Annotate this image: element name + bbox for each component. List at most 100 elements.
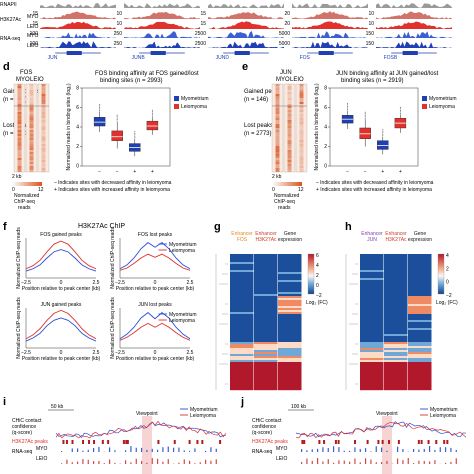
- rnaseq-leio-bar: [327, 459, 329, 464]
- fc-colorbar-label: Log₂ (FC): [436, 300, 458, 306]
- chic-line: [295, 421, 467, 438]
- heat-cell: [275, 122, 280, 124]
- fc-colorbar-tick: −2: [316, 293, 322, 299]
- rnaseq-myo-bar: [173, 447, 175, 452]
- heat-cell: [41, 166, 46, 168]
- fc-colorbar-tick: −2: [446, 293, 452, 299]
- f-line-subplots: FOS gained peaks −2.5 0 2.5 Normalized ChIP-…: [16, 227, 197, 362]
- e-col-label-myo: MYO: [276, 77, 290, 83]
- fc-cell: [254, 334, 278, 337]
- fc-cell: [384, 270, 408, 273]
- x-tick-label: 2.5: [187, 280, 194, 286]
- fc-cell: [278, 368, 302, 371]
- fc-cell: [360, 342, 384, 345]
- heat-cell: [41, 96, 46, 98]
- heat-cell: [299, 84, 304, 86]
- rnaseq-leio-bar: [301, 462, 303, 464]
- e-colorbar-min: 0: [272, 187, 275, 193]
- fc-cell: [254, 272, 278, 275]
- heat-cell: [41, 168, 46, 170]
- fc-cell: [408, 324, 432, 327]
- fc-cell: [254, 258, 278, 261]
- legend-label: Leiomyoma: [169, 248, 195, 254]
- rnaseq-myo-bar: [141, 447, 143, 452]
- heat-cell: [17, 94, 22, 96]
- fc-cell: [384, 376, 408, 379]
- fc-cell: [408, 340, 432, 343]
- chic-line: [295, 422, 467, 439]
- box-outlier: [347, 107, 349, 109]
- fc-cell: [278, 276, 302, 279]
- fc-cell: [254, 372, 278, 375]
- box-outlier: [364, 111, 366, 113]
- fc-cell: [408, 336, 432, 339]
- fc-cell: [384, 260, 408, 263]
- fc-cell: [230, 336, 254, 339]
- rnaseq-myo-bar: [301, 449, 303, 452]
- fc-cell: [254, 346, 278, 349]
- h3k27ac-peak: [125, 440, 128, 444]
- fc-cell: [384, 382, 408, 385]
- heat-cell: [41, 126, 46, 128]
- fc-cell: [384, 370, 408, 373]
- heat-cell: [41, 154, 46, 156]
- g-heatmap: EnhancerFOSEnhancerH3K27AcGeneexpression…: [215, 231, 328, 391]
- fc-cell: [408, 276, 432, 279]
- heat-cell: [29, 118, 34, 120]
- chic-ylabel-1: CHiC contact: [252, 418, 282, 424]
- heat-cell: [41, 156, 46, 158]
- fc-cell: [278, 326, 302, 329]
- fc-cell: [408, 314, 432, 317]
- x-axis-label: Position relative to peak center (kb): [116, 286, 195, 292]
- fc-cell: [384, 288, 408, 291]
- h3k27ac-peak: [388, 440, 391, 444]
- fc-cell: [360, 338, 384, 341]
- box-outlier: [399, 109, 401, 111]
- fc-cell: [360, 344, 384, 347]
- heat-cell: [29, 148, 34, 150]
- rnaseq-myo-bar: [338, 447, 340, 452]
- fc-cell: [278, 378, 302, 381]
- fc-cell: [278, 264, 302, 267]
- fc-cell: [384, 310, 408, 313]
- fc-cell: [230, 352, 254, 355]
- heat-cell: [287, 120, 292, 122]
- fc-cell: [408, 302, 432, 305]
- x-tick-label: 2.5: [187, 350, 194, 356]
- y-axis-label: Normalized ChIP-seq reads: [16, 227, 22, 289]
- heat-cell: [299, 168, 304, 170]
- fc-cell: [254, 340, 278, 343]
- fc-cell: [384, 346, 408, 349]
- fc-cell: [360, 384, 384, 387]
- fc-cell: [384, 316, 408, 319]
- fc-cell: [278, 324, 302, 327]
- gene-model-exon: [318, 51, 334, 55]
- h3k27ac-peak: [201, 440, 204, 444]
- rnaseq-leio-bar: [434, 460, 436, 464]
- y-axis-label: Normalized reads in binding sites (log₂): [66, 83, 72, 170]
- fc-cell: [230, 312, 254, 315]
- rnaseq-myo-bar: [381, 447, 383, 452]
- heat-cell: [287, 158, 292, 160]
- x-axis-label: Position relative to peak center (kb): [116, 356, 195, 362]
- fc-cell: [278, 358, 302, 361]
- fc-cell: [278, 328, 302, 331]
- heat-cell: [17, 114, 22, 116]
- fc-cell: [360, 276, 384, 279]
- panel-f: f H3K27Ac ChIP FOS gained peaks −2.5 0 2.5 N…: [3, 221, 197, 362]
- heat-cell: [275, 128, 280, 130]
- fc-cell: [278, 272, 302, 275]
- y-tick-label: 4: [76, 125, 79, 131]
- fc-cell: [384, 274, 408, 277]
- heat-cell: [17, 110, 22, 112]
- rnaseq-leio-bar: [61, 463, 63, 464]
- heat-cell: [287, 132, 292, 134]
- fc-cell: [360, 348, 384, 351]
- heat-cell: [299, 126, 304, 128]
- heat-cell: [287, 152, 292, 154]
- fc-cell: [230, 274, 254, 277]
- fc-column-label: Enhancer: [255, 231, 277, 237]
- heat-cell: [299, 98, 304, 100]
- box-outlier: [364, 116, 366, 118]
